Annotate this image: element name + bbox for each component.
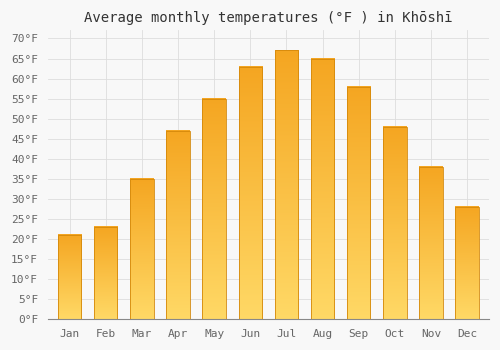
Bar — [383, 127, 406, 319]
Bar — [238, 66, 262, 319]
Bar — [311, 58, 334, 319]
Bar — [130, 179, 154, 319]
Bar — [202, 99, 226, 319]
Bar — [274, 50, 298, 319]
Bar — [347, 86, 370, 319]
Bar — [166, 131, 190, 319]
Bar — [420, 167, 443, 319]
Title: Average monthly temperatures (°F ) in Khōshī: Average monthly temperatures (°F ) in Kh… — [84, 11, 452, 25]
Bar — [456, 207, 479, 319]
Bar — [94, 227, 118, 319]
Bar — [58, 235, 82, 319]
